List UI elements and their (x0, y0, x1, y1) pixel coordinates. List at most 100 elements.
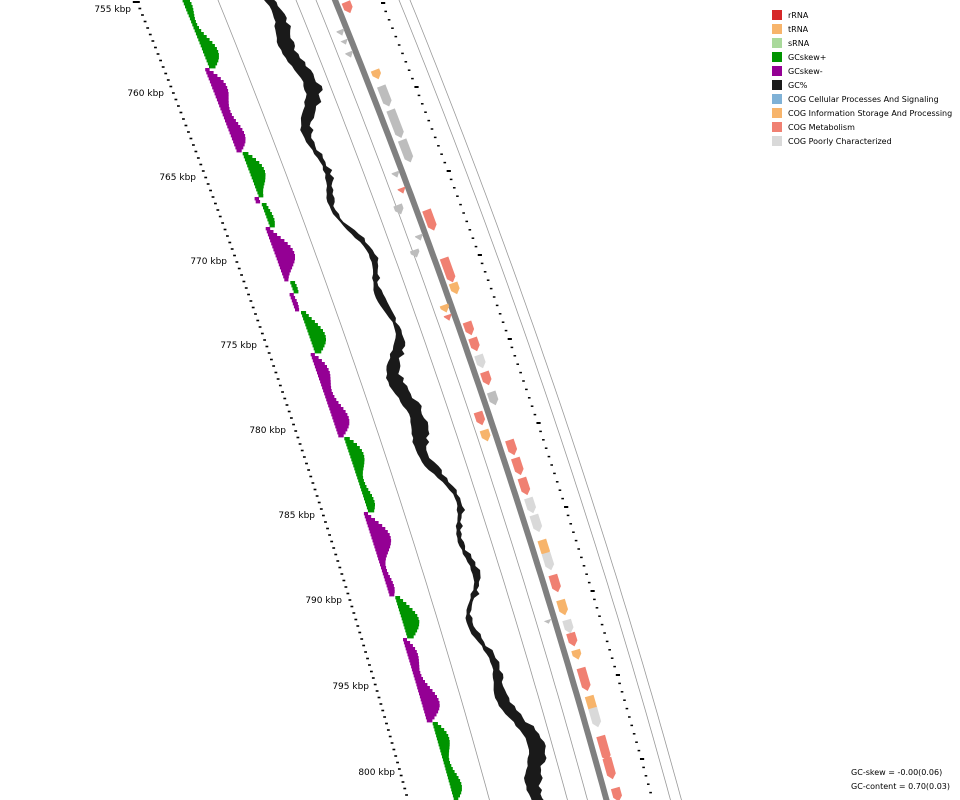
legend-swatch (772, 52, 782, 62)
gc-skew-negative (323, 389, 332, 393)
gc-skew-negative (281, 269, 291, 273)
gc-skew-negative (231, 137, 246, 141)
gc-skew-negative (234, 143, 245, 147)
legend-item-trna: tRNA (772, 22, 952, 36)
gc-skew-negative (321, 383, 331, 387)
position-label: 765 kbp (159, 173, 196, 183)
position-label: 775 kbp (220, 341, 257, 351)
sequence-backbone (331, 0, 610, 800)
gc-skew-positive (197, 35, 207, 39)
gc-skew-negative (279, 266, 293, 270)
gc-skew-positive (399, 611, 416, 615)
gc-skew-negative (318, 374, 331, 378)
gc-skew-positive (357, 476, 364, 480)
gc-skew-negative (405, 647, 416, 651)
gc-skew-positive (310, 338, 326, 342)
gc-skew-positive (348, 449, 362, 453)
gc-skew-positive (361, 488, 369, 492)
feature-arrow (340, 38, 348, 45)
genome-statistics: GC-skew = -0.00(0.06) GC-content = 0.70(… (851, 766, 950, 794)
gc-skew-positive (433, 725, 442, 729)
gc-skew-positive (243, 155, 253, 159)
guide-line (398, 0, 671, 800)
gc-skew-positive (450, 785, 462, 789)
gc-skew-negative (226, 122, 239, 126)
gc-skew-positive (438, 743, 450, 747)
gc-skew-positive (313, 347, 324, 351)
legend-item-cog-poorly: COG Poorly Characterized (772, 134, 952, 148)
gc-skew-positive (187, 11, 194, 15)
gc-skew-positive (203, 50, 219, 54)
gc-skew-negative (411, 668, 420, 672)
feature-arrow (537, 538, 550, 558)
gc-skew-negative (369, 530, 388, 534)
gc-skew-negative (421, 701, 440, 705)
gc-skew-negative (274, 251, 295, 255)
gc-skew-negative (330, 410, 346, 414)
gc-skew-positive (364, 497, 374, 501)
gc-skew-positive (256, 188, 264, 192)
gc-skew-negative (371, 536, 391, 540)
gc-skew-negative (282, 272, 290, 276)
legend-swatch (772, 38, 782, 48)
gc-skew-stat: GC-skew = -0.00(0.06) (851, 768, 943, 777)
gc-skew-negative (213, 89, 229, 93)
feature-arrow (391, 170, 400, 178)
gc-skew-negative (385, 581, 393, 585)
feature-arrow (397, 138, 414, 163)
feature-arrow (543, 618, 552, 624)
gc-skew-positive (441, 752, 449, 756)
gc-skew-positive (365, 500, 375, 504)
position-label: 760 kbp (127, 89, 164, 99)
gc-skew-negative (223, 116, 234, 120)
gc-skew-positive (199, 41, 213, 45)
legend-label: tRNA (788, 24, 809, 34)
gc-skew-positive (266, 215, 274, 219)
gc-skew-negative (205, 68, 210, 72)
gc-skew-positive (452, 791, 462, 795)
gc-skew-positive (308, 332, 325, 336)
gc-skew-positive (434, 728, 445, 732)
gc-skew-negative (335, 425, 349, 429)
gc-skew-positive (186, 8, 194, 12)
gc-skew-positive (254, 182, 265, 186)
gc-skew-negative (382, 572, 389, 576)
gc-skew-negative (370, 533, 390, 537)
gc-skew-positive (437, 740, 450, 744)
gc-skew-positive (193, 26, 199, 30)
gc-skew-negative (227, 125, 241, 129)
gc-skew-negative (378, 557, 386, 561)
gc-skew-negative (326, 398, 337, 402)
gc-skew-negative (408, 656, 419, 660)
gc-skew-negative (419, 695, 437, 699)
gc-skew-negative (403, 641, 411, 645)
gc-skew-positive (209, 65, 216, 69)
gc-skew-positive (354, 467, 364, 471)
gc-skew-negative (334, 422, 350, 426)
legend-swatch (772, 66, 782, 76)
position-label: 755 kbp (94, 5, 131, 15)
gc-skew-negative (336, 428, 348, 432)
gc-skew-negative (329, 407, 344, 411)
feature-arrow (571, 648, 582, 660)
gc-skew-negative (218, 101, 229, 105)
gc-skew-negative (380, 563, 386, 567)
legend-swatch (772, 136, 782, 146)
gc-skew-positive (396, 599, 404, 603)
gc-skew-positive (406, 632, 416, 636)
gc-skew-negative (265, 227, 271, 231)
gc-skew-positive (398, 608, 413, 612)
gc-skew-positive (435, 731, 447, 735)
feature-arrow (588, 706, 602, 728)
gc-skew-positive (398, 605, 410, 609)
gc-skew-positive (261, 203, 267, 207)
position-ruler (132, 1, 408, 796)
feature-arrow (505, 438, 518, 456)
gc-skew-positive (246, 161, 260, 165)
gc-skew-negative (211, 83, 226, 87)
legend-label: sRNA (788, 38, 810, 48)
gc-skew-negative (313, 362, 325, 366)
gc-skew-positive (366, 503, 375, 507)
position-labels: 755 kbp 760 kbp 765 kbp 770 kbp 775 kbp … (94, 5, 395, 778)
gc-skew-negative (269, 236, 281, 240)
